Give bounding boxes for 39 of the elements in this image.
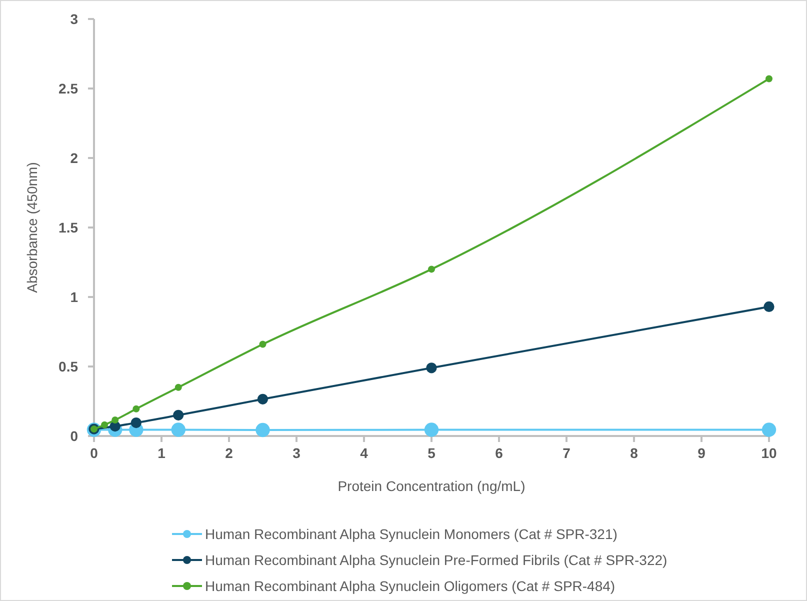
y-tick-label: 1 xyxy=(70,289,78,305)
x-tick-label: 7 xyxy=(562,445,571,461)
point xyxy=(259,340,266,348)
point xyxy=(766,75,772,82)
legend-label: Human Recombinant Alpha Synuclein Oligomers (Cat # SPR-484) xyxy=(205,578,616,594)
x-tick-label: 6 xyxy=(495,445,504,461)
x-tick-label: 4 xyxy=(360,445,368,461)
x-tick-label: 0 xyxy=(90,445,98,461)
y-tick-label: 2.5 xyxy=(58,80,78,96)
point xyxy=(257,394,268,404)
point xyxy=(132,405,140,412)
y-tick-label: 0 xyxy=(70,428,78,444)
point xyxy=(762,422,776,437)
x-tick-label: 1 xyxy=(158,445,166,461)
x-axis-title: Protein Concentration (ng/mL) xyxy=(338,478,526,494)
x-tick-label: 3 xyxy=(292,445,301,461)
x-tick-label: 10 xyxy=(761,445,777,461)
point xyxy=(426,362,437,374)
point xyxy=(173,410,184,420)
x-tick-label: 5 xyxy=(428,445,436,461)
x-tick-label: 9 xyxy=(698,445,706,461)
point xyxy=(101,421,108,428)
point xyxy=(171,422,186,437)
x-tick-label: 2 xyxy=(225,445,234,461)
point xyxy=(428,266,435,273)
point xyxy=(764,301,774,312)
point xyxy=(174,384,182,391)
legend-label: Human Recombinant Alpha Synuclein Pre-Formed Fibrils (Cat # SPR-322) xyxy=(205,552,668,568)
y-axis-title: Absorbance (450nm) xyxy=(24,162,40,293)
y-tick-label: 3 xyxy=(70,11,78,27)
point xyxy=(130,417,142,428)
x-tick-label: 8 xyxy=(630,445,638,461)
point xyxy=(424,422,439,437)
y-tick-label: 1.5 xyxy=(58,220,78,236)
y-tick-label: 0.5 xyxy=(58,358,78,374)
point xyxy=(256,422,270,438)
y-tick-label: 2 xyxy=(70,150,78,166)
point xyxy=(112,416,119,424)
legend-label: Human Recombinant Alpha Synuclein Monomers (Cat # SPR-321) xyxy=(205,526,618,542)
